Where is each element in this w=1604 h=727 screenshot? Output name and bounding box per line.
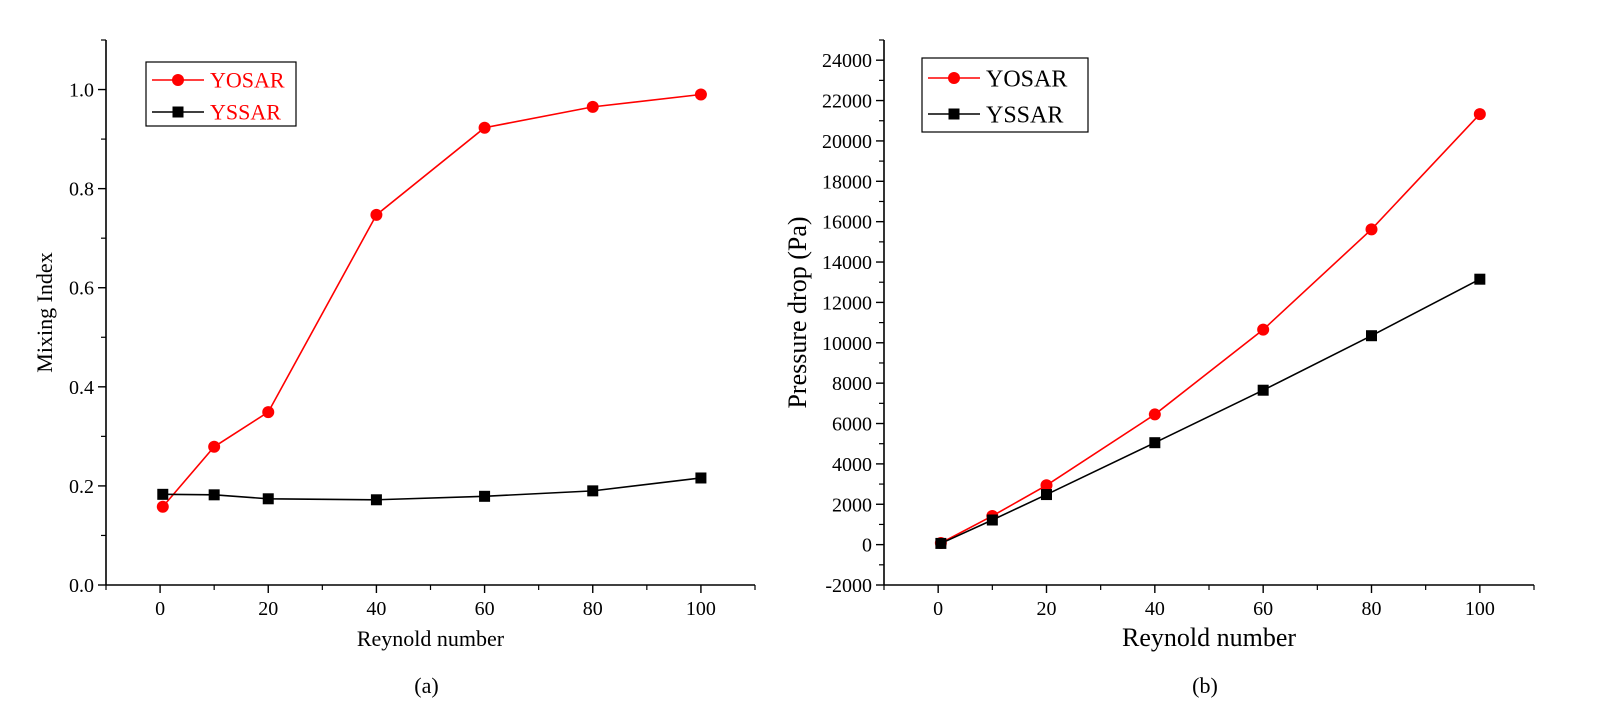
chart-b: 0 20 40 60 80 100 -2000 0 2000 4000 6000 8000 10000 1…: [783, 39, 1535, 698]
legend-label: YOSAR: [986, 66, 1067, 92]
data-point: [208, 489, 220, 501]
x-tick-label: 0: [933, 598, 943, 620]
y-tick-label: 4000: [832, 454, 872, 476]
chart-a: 0 20 40 60 80 100 0.0 0.2 0.4 0.6 0.8 1.0 Reynold nu…: [32, 39, 756, 698]
data-point: [1473, 108, 1486, 121]
data-point: [935, 537, 947, 549]
legend-box: [921, 57, 1089, 133]
y-tick-label: 0.6: [69, 278, 94, 300]
data-point: [262, 406, 275, 419]
y-axis-label: Mixing Index: [32, 252, 57, 372]
legend-label: YSSAR: [210, 100, 281, 125]
data-point: [1041, 489, 1052, 501]
legend-marker: [948, 108, 960, 120]
data-point: [1366, 330, 1377, 342]
y-tick-label: 0: [862, 535, 872, 557]
x-tick-label: 0: [155, 598, 165, 620]
data-point: [694, 88, 707, 101]
data-point: [479, 490, 491, 502]
y-tick-label: 22000: [822, 91, 872, 113]
y-tick-label: 8000: [832, 373, 872, 395]
x-tick-label: 60: [475, 598, 495, 620]
y-tick-label: 12000: [822, 292, 872, 314]
y-tick-label: 0.2: [69, 476, 94, 498]
data-point: [695, 472, 707, 484]
series-line: [162, 477, 702, 501]
data-point: [986, 514, 998, 526]
x-tick-label: 100: [1465, 598, 1495, 620]
x-tick-label: 100: [686, 598, 716, 620]
legend-marker: [172, 106, 184, 118]
data-point: [478, 121, 491, 134]
y-tick-label: 20000: [822, 131, 872, 153]
x-tick-label: 20: [1037, 598, 1057, 620]
legend-marker: [948, 72, 960, 84]
x-tick-label: 20: [258, 598, 278, 620]
series-line: [162, 93, 702, 508]
data-point: [1257, 384, 1269, 396]
y-tick-label: 0.0: [69, 575, 94, 597]
data-point: [1365, 223, 1378, 236]
y-tick-label: 0.8: [69, 179, 94, 201]
panel-label: (a): [414, 673, 438, 698]
data-point: [208, 440, 221, 453]
data-point: [157, 488, 169, 500]
series-yosar: [934, 108, 1486, 550]
x-axis-label: Reynold number: [357, 626, 505, 651]
x-tick-label: 40: [1145, 598, 1165, 620]
data-point: [587, 485, 599, 497]
legend-label: YSSAR: [986, 102, 1063, 128]
series-line: [940, 113, 1481, 544]
y-tick-label: -2000: [825, 575, 872, 597]
x-tick-label: 80: [1362, 598, 1382, 620]
data-point: [370, 208, 383, 221]
x-tick-label: 40: [366, 598, 386, 620]
x-tick-label: 80: [583, 598, 603, 620]
y-tick-label: 0.4: [69, 377, 94, 399]
data-point: [1257, 323, 1270, 336]
data-point: [1148, 408, 1161, 421]
data-point: [1149, 437, 1161, 449]
data-point: [586, 100, 599, 113]
data-point: [156, 500, 169, 513]
series-yosar: [156, 88, 707, 513]
data-point: [1474, 273, 1486, 285]
y-tick-label: 10000: [822, 333, 872, 355]
x-tick-label: 60: [1253, 598, 1273, 620]
y-tick-label: 6000: [832, 414, 872, 436]
x-axis-label: Reynold number: [1122, 623, 1296, 652]
legend-label: YOSAR: [210, 68, 285, 93]
data-point: [370, 494, 382, 506]
y-axis-label: Pressure drop (Pa): [783, 216, 812, 408]
series-line: [940, 278, 1481, 545]
legend-marker: [172, 74, 184, 86]
y-tick-label: 1.0: [69, 80, 94, 102]
panel-label: (b): [1192, 673, 1218, 698]
y-tick-label: 24000: [822, 50, 872, 72]
data-point: [262, 493, 274, 505]
y-tick-label: 2000: [832, 494, 872, 516]
y-tick-label: 14000: [822, 252, 872, 274]
legend: YOSAR YSSAR: [921, 57, 1089, 133]
legend: YOSAR YSSAR: [145, 61, 297, 127]
series-yssar: [157, 472, 707, 506]
y-tick-label: 18000: [822, 171, 872, 193]
data-point: [1040, 479, 1053, 492]
y-tick-label: 16000: [822, 212, 872, 234]
legend-box: [145, 61, 297, 127]
series-yssar: [935, 273, 1486, 549]
